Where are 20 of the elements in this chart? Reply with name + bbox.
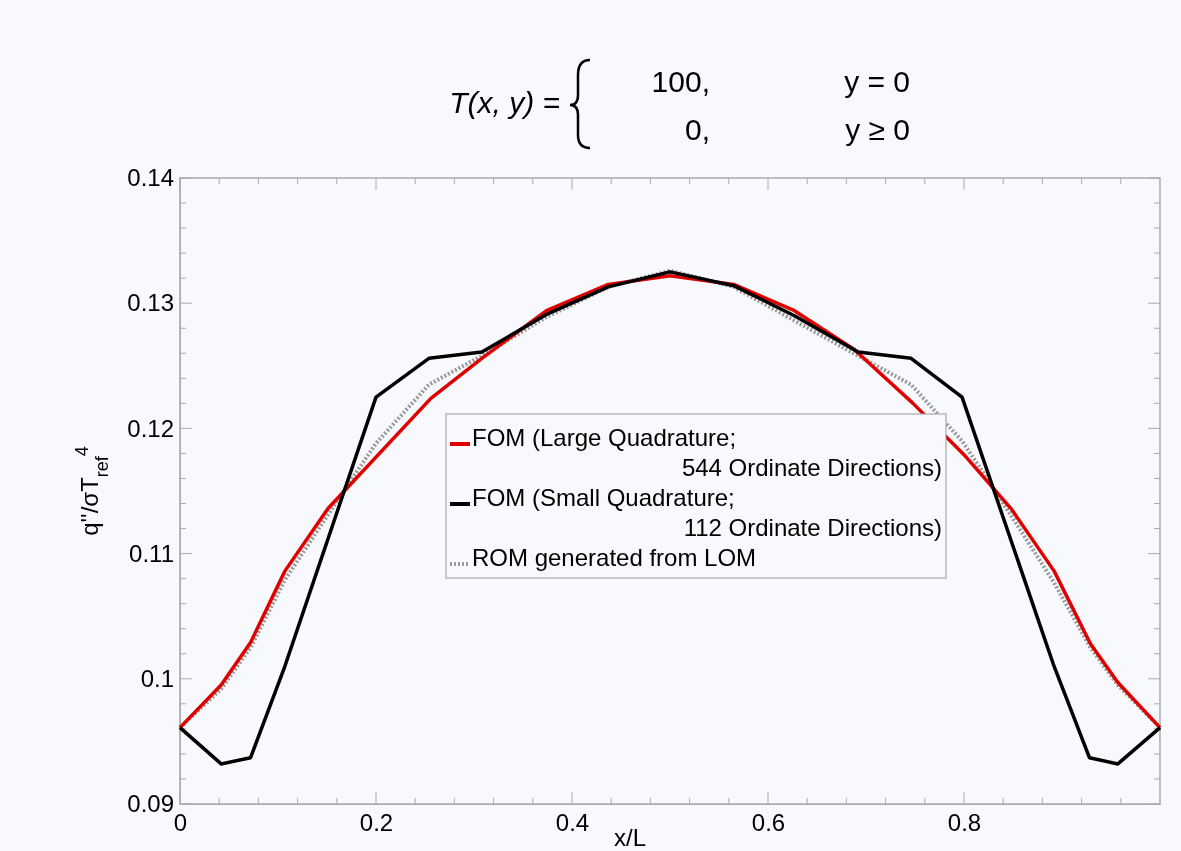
y-tick-label: 0.14 — [127, 164, 174, 192]
text: y = 0 — [844, 65, 910, 98]
x-tick-label: 0.6 — [751, 809, 786, 837]
text: 0, — [684, 113, 710, 146]
x-tick-label: 0.4 — [555, 809, 590, 837]
text: y ≥ 0 — [845, 113, 910, 146]
y-tick-label: 0.1 — [140, 664, 174, 692]
y-tick-label: 0.13 — [127, 289, 174, 317]
x-tick-label: 0 — [173, 809, 188, 837]
legend-label: FOM (Small Quadrature; 112 Ordinate Directions) — [472, 484, 942, 541]
y-tick-label: 0.12 — [127, 414, 174, 442]
y-tick-label: 0.11 — [129, 539, 174, 567]
y-tick-label: 0.09 — [127, 790, 174, 818]
chart-title: T(x, y) = — [449, 86, 560, 119]
x-axis-title: x/L — [613, 824, 647, 851]
x-tick-label: 0.2 — [359, 809, 394, 837]
x-tick-label: 0.8 — [947, 809, 982, 837]
text: 100, — [651, 65, 710, 98]
legend-label: FOM (Large Quadrature; 544 Ordinate Directions) — [472, 424, 942, 481]
legend-label: ROM generated from LOM — [472, 544, 757, 571]
